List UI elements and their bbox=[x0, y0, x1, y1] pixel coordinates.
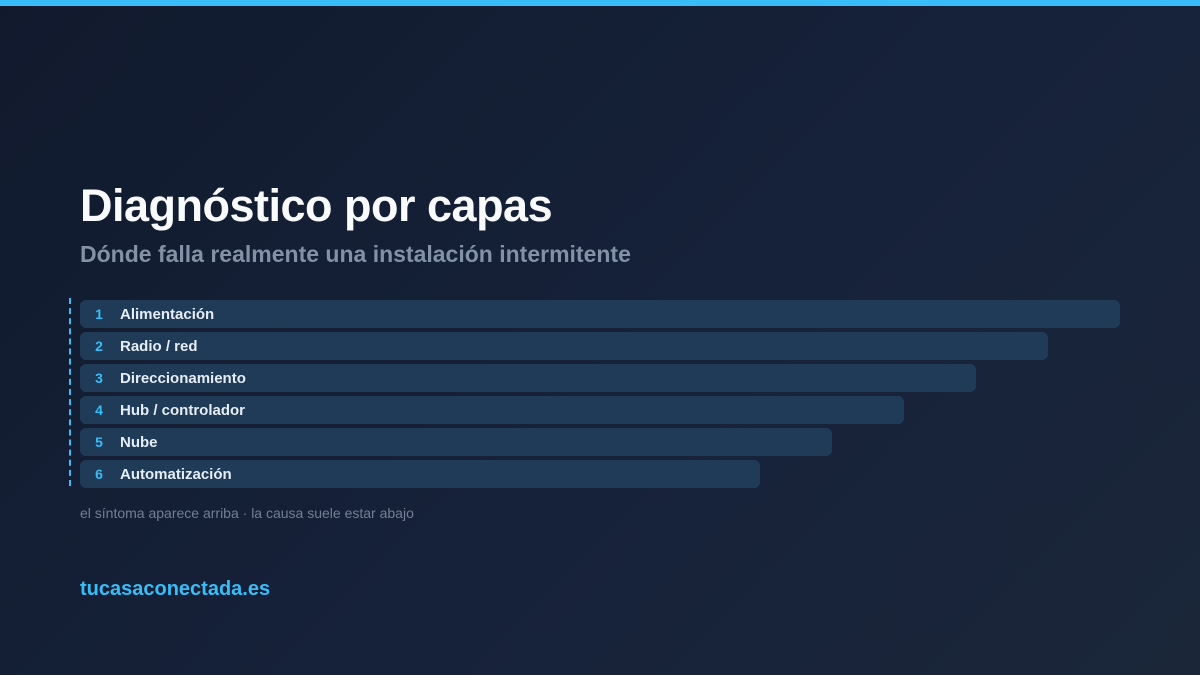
layer-stack: 1 Alimentación 2 Radio / red 3 Direccion… bbox=[69, 298, 1129, 488]
layer-number: 2 bbox=[95, 338, 103, 354]
layer-row-alimentacion: 1 Alimentación bbox=[80, 300, 1120, 328]
top-accent-bar bbox=[0, 0, 1200, 6]
page-title: Diagnóstico por capas bbox=[80, 180, 553, 231]
layer-row-hub-controlador: 4 Hub / controlador bbox=[80, 396, 904, 424]
layer-label: Alimentación bbox=[120, 305, 215, 323]
layer-label: Direccionamiento bbox=[120, 369, 246, 387]
layer-row-direccionamiento: 3 Direccionamiento bbox=[80, 364, 976, 392]
layer-number: 3 bbox=[95, 370, 103, 386]
layer-label: Automatización bbox=[120, 465, 232, 483]
layer-row-radio-red: 2 Radio / red bbox=[80, 332, 1048, 360]
layer-label: Nube bbox=[120, 433, 158, 451]
layer-row-nube: 5 Nube bbox=[80, 428, 832, 456]
page-subtitle: Dónde falla realmente una instalación in… bbox=[80, 241, 631, 267]
site-link[interactable]: tucasaconectada.es bbox=[80, 578, 271, 600]
layer-number: 4 bbox=[95, 402, 103, 418]
layer-number: 6 bbox=[95, 466, 103, 482]
layer-label: Radio / red bbox=[120, 337, 198, 355]
footnote: el síntoma aparece arriba · la causa sue… bbox=[80, 505, 414, 521]
layer-number: 1 bbox=[95, 306, 103, 322]
dashed-guide-line bbox=[69, 298, 71, 486]
layer-label: Hub / controlador bbox=[120, 401, 245, 419]
layer-number: 5 bbox=[95, 434, 103, 450]
layer-row-automatizacion: 6 Automatización bbox=[80, 460, 760, 488]
